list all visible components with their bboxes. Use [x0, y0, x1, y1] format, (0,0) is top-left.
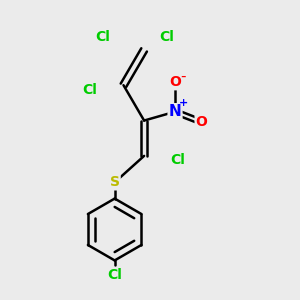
Text: Cl: Cl: [82, 82, 97, 97]
Text: +: +: [178, 98, 188, 109]
Text: -: -: [181, 68, 186, 83]
Text: S: S: [110, 176, 120, 189]
Text: Cl: Cl: [170, 153, 185, 167]
Text: Cl: Cl: [95, 30, 110, 44]
Text: O: O: [196, 115, 208, 129]
Text: Cl: Cl: [159, 30, 174, 44]
Text: N: N: [169, 104, 182, 119]
Text: O: O: [169, 75, 181, 89]
Text: Cl: Cl: [107, 268, 122, 282]
